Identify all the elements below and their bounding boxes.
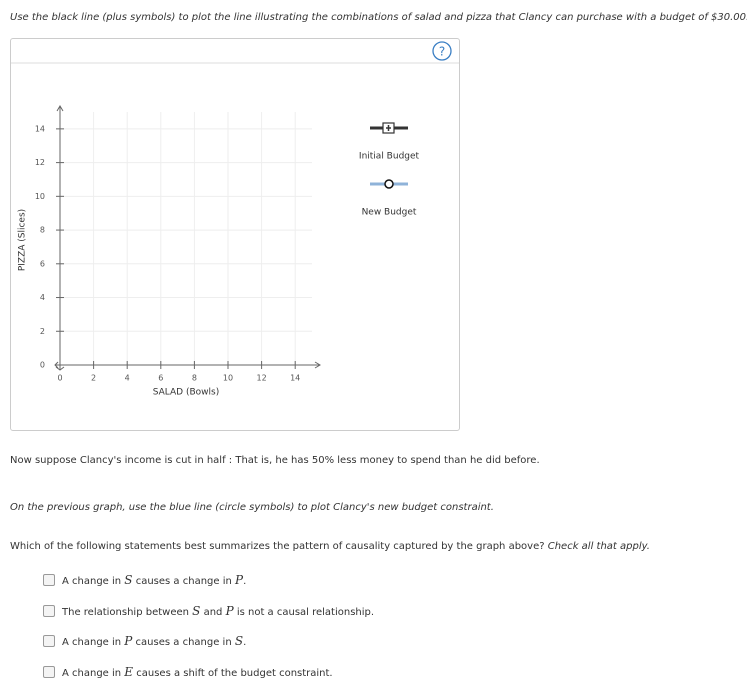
x-tick-label: 12 (257, 374, 267, 383)
legend-label: New Budget (362, 208, 417, 218)
x-tick-label: 10 (223, 374, 233, 383)
x-tick-label: 4 (125, 374, 130, 383)
math-variable: S (124, 573, 133, 587)
legend-marker[interactable] (384, 179, 394, 189)
x-tick-label: 6 (158, 374, 163, 383)
option-text: causes a change in (132, 637, 235, 648)
x-axis (55, 361, 321, 369)
math-variable: P (235, 573, 244, 587)
option-label[interactable]: The relationship between S and P is not … (62, 604, 374, 618)
question-note: Check all that apply. (547, 541, 650, 552)
y-tick-label: 2 (40, 327, 45, 336)
chart: ? PIZZA (Slices) SALAD (Bowls) 0 2 4 6 8 10 12… (11, 41, 459, 398)
checkbox[interactable] (43, 604, 55, 617)
option-label[interactable]: A change in P causes a change in S. (62, 634, 246, 648)
checkbox[interactable] (43, 635, 55, 647)
option-text: causes a change in (132, 576, 236, 587)
option-text: A change in (62, 667, 125, 679)
question: Which of the following statements best s… (10, 541, 650, 552)
legend-marker[interactable] (386, 125, 391, 131)
instruction: Use the black line (plus symbols) to plo… (10, 12, 747, 23)
x-tick-label: 14 (290, 374, 300, 383)
y-tick-label: 14 (35, 124, 45, 133)
y-tick-label: 6 (40, 259, 45, 268)
paragraph: Now suppose Clancy's income is cut in ha… (10, 455, 540, 466)
option-label[interactable]: A change in E causes a shift of the budg… (62, 665, 333, 679)
y-tick-label: 4 (40, 293, 45, 302)
y-tick-label: 10 (35, 192, 45, 201)
math-variable: P (124, 634, 133, 648)
x-tick-label: 2 (91, 374, 96, 383)
paragraph: On the previous graph, use the blue line… (10, 502, 494, 513)
option-text: . (243, 576, 247, 587)
axis-origin-arrows (54, 361, 65, 371)
checkbox[interactable] (43, 574, 55, 586)
legend-label: Initial Budget (359, 152, 420, 162)
help-label[interactable]: ? (439, 45, 445, 59)
question-text: Which of the following statements best s… (10, 541, 545, 552)
x-tick-label: 8 (192, 374, 197, 383)
y-tick-label: 12 (35, 158, 45, 167)
y-tick-label: 0 (40, 361, 45, 370)
math-variable: P (225, 603, 234, 618)
y-axis-label: PIZZA (Slices) (18, 209, 28, 271)
option-text: The relationship between (62, 606, 193, 618)
x-tick-label: 0 (57, 374, 62, 383)
option-label[interactable]: A change in S causes a change in P. (62, 573, 246, 587)
help-icon[interactable] (432, 41, 452, 61)
y-axis (56, 105, 64, 370)
option-text: A change in (62, 576, 125, 587)
option-text: and (200, 606, 226, 618)
option-text: is not a causal relationship. (233, 606, 375, 618)
y-tick-label: 8 (40, 226, 45, 235)
checkbox[interactable] (43, 665, 55, 678)
math-variable: S (192, 603, 201, 618)
math-variable: S (234, 634, 244, 648)
option-text: . (243, 637, 247, 648)
option-text: A change in (62, 637, 125, 648)
graph-panel (10, 38, 460, 431)
option-text: causes a shift of the budget constraint. (133, 667, 333, 679)
math-variable: E (124, 664, 134, 679)
x-axis-label: SALAD (Bowls) (153, 388, 219, 398)
